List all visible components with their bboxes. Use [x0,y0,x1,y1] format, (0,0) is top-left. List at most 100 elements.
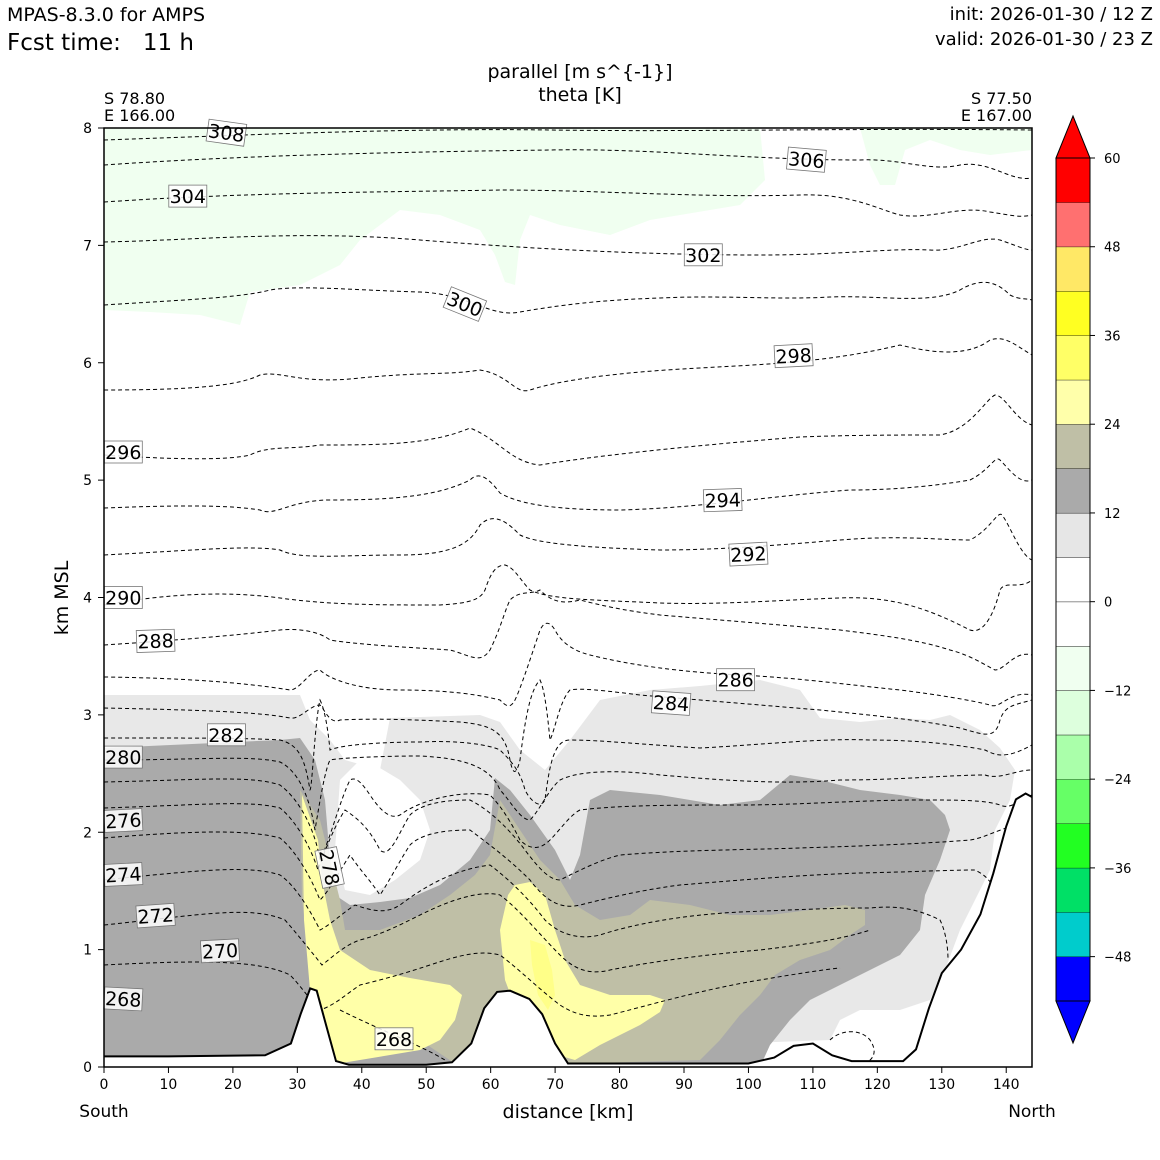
contour-label-text: 268 [376,1029,412,1051]
contour-label-296: 296 [103,440,143,464]
contour-label-text: 274 [105,864,142,888]
theta-contour-290 [104,564,1032,632]
colorbar-frame [1055,157,1091,1002]
x-axis-left-end: South [79,1102,128,1122]
contour-label-text: 302 [685,245,721,267]
contour-label-box [786,146,827,173]
contour-label-306: 306 [786,146,827,173]
x-axis: 0 10 20 30 40 50 60 70 80 90 100 110 120 130 140 [100,1067,1020,1093]
contour-label-text: 276 [105,810,142,834]
contour-label-text: 308 [207,120,246,147]
contour-label-box [650,690,692,716]
plot-area [104,128,1032,1067]
colorbar-tick-label: 48 [1104,241,1121,256]
contour-label-text: 300 [444,288,486,322]
contour-label-284: 284 [650,690,692,716]
theta-contour-268 [104,952,841,1017]
chart-title-line-2: theta [K] [538,84,622,106]
contour-label-288: 288 [135,628,176,654]
colorbar-bin [1056,379,1090,425]
contour-label-text: 306 [787,148,825,173]
colorbar-tick-label: 36 [1104,329,1121,344]
contour-label-294: 294 [702,488,743,513]
theta-contour-300 [104,281,1032,314]
theta-contour-292 [104,513,1032,561]
x-tick-label: 130 [928,1077,955,1093]
contour-label-280: 280 [103,745,143,769]
contour-label-box [683,243,723,267]
y-tick-label: 7 [83,238,92,254]
contour-label-text: 292 [730,543,767,567]
colorbar-bin [1056,246,1090,292]
colorbar-tick-label: 24 [1104,418,1121,433]
contour-label-text: 304 [170,186,206,208]
theta-contour-304 [104,189,1032,217]
terrain-line [104,792,1032,1066]
colorbar-tick-label: 12 [1104,507,1121,522]
theta-contour-272 [104,864,949,961]
contour-label-272: 272 [135,902,176,929]
x-tick-label: 120 [864,1077,891,1093]
contour-label-text: 268 [105,988,142,1012]
x-tick-label: 40 [353,1077,371,1093]
contour-label-text: 296 [105,442,141,464]
theta-contour-302 [104,235,1032,256]
y-axis-label: km MSL [51,560,73,635]
contour-label-274: 274 [103,862,144,888]
left-coord-lon: E 166.00 [104,106,175,125]
x-tick-label: 70 [546,1077,564,1093]
colorbar-bin [1056,291,1090,336]
forecast-time: Fcst time: 11 h [7,30,194,56]
contour-label-text: 294 [704,489,741,512]
wind-region-light-green [104,128,765,325]
contour-label-278: 278 [314,846,345,889]
theta-contour-306 [104,149,1032,179]
theta-contour-294 [104,458,1032,513]
colorbar-tick-label: −12 [1104,684,1131,699]
colorbar-tick-label: −24 [1104,773,1131,788]
contour-label-text: 298 [775,345,812,369]
colorbar-bin [1056,912,1090,957]
x-tick-label: 30 [288,1077,306,1093]
theta-contour-270 [104,893,871,973]
contour-labels: 268 268 270 272 274 276 278 280 282 284 286 288 290 2… [103,118,827,1051]
theta-contour-266 [829,1031,875,1067]
x-tick-label: 140 [993,1077,1020,1093]
forecast-time-value: 11 h [142,30,194,56]
colorbar-bin [1056,601,1090,647]
colorbar-bin [1056,424,1090,469]
colorbar-tick-label: 0 [1104,596,1112,611]
colorbar-bin [1056,867,1090,913]
contour-label-text: 282 [208,725,244,747]
colorbar-bin [1056,779,1090,824]
contour-label-268: 268 [374,1027,414,1051]
contour-label-box [200,938,240,964]
contour-label-302: 302 [683,243,723,267]
x-tick-label: 90 [675,1077,693,1093]
colorbar-bin [1056,734,1090,780]
x-tick-label: 100 [735,1077,762,1093]
contour-label-300: 300 [442,286,488,322]
contour-label-290: 290 [103,586,143,610]
y-tick-label: 0 [83,1060,92,1076]
left-coord-lat: S 78.80 [104,89,165,108]
y-tick-label: 2 [83,825,92,841]
contour-label-box [374,1027,414,1051]
colorbar-tick-label: −48 [1104,951,1131,966]
contour-label-308: 308 [205,118,248,147]
y-tick-label: 1 [83,943,92,959]
terrain [104,792,1032,1067]
contour-label-292: 292 [728,541,769,567]
contour-label-text: 284 [652,692,690,716]
right-coord-lat: S 77.50 [971,89,1032,108]
wind-region-white-gap [335,760,430,895]
contour-label-box [135,628,176,653]
contour-label-268: 268 [103,986,144,1012]
theta-contour-274 [104,829,996,907]
contour-label-box [716,668,755,692]
theta-contour-298 [104,338,1032,392]
contour-label-286: 286 [716,668,755,692]
contour-label-text: 272 [137,904,175,928]
colorbar-bin [1056,335,1090,380]
